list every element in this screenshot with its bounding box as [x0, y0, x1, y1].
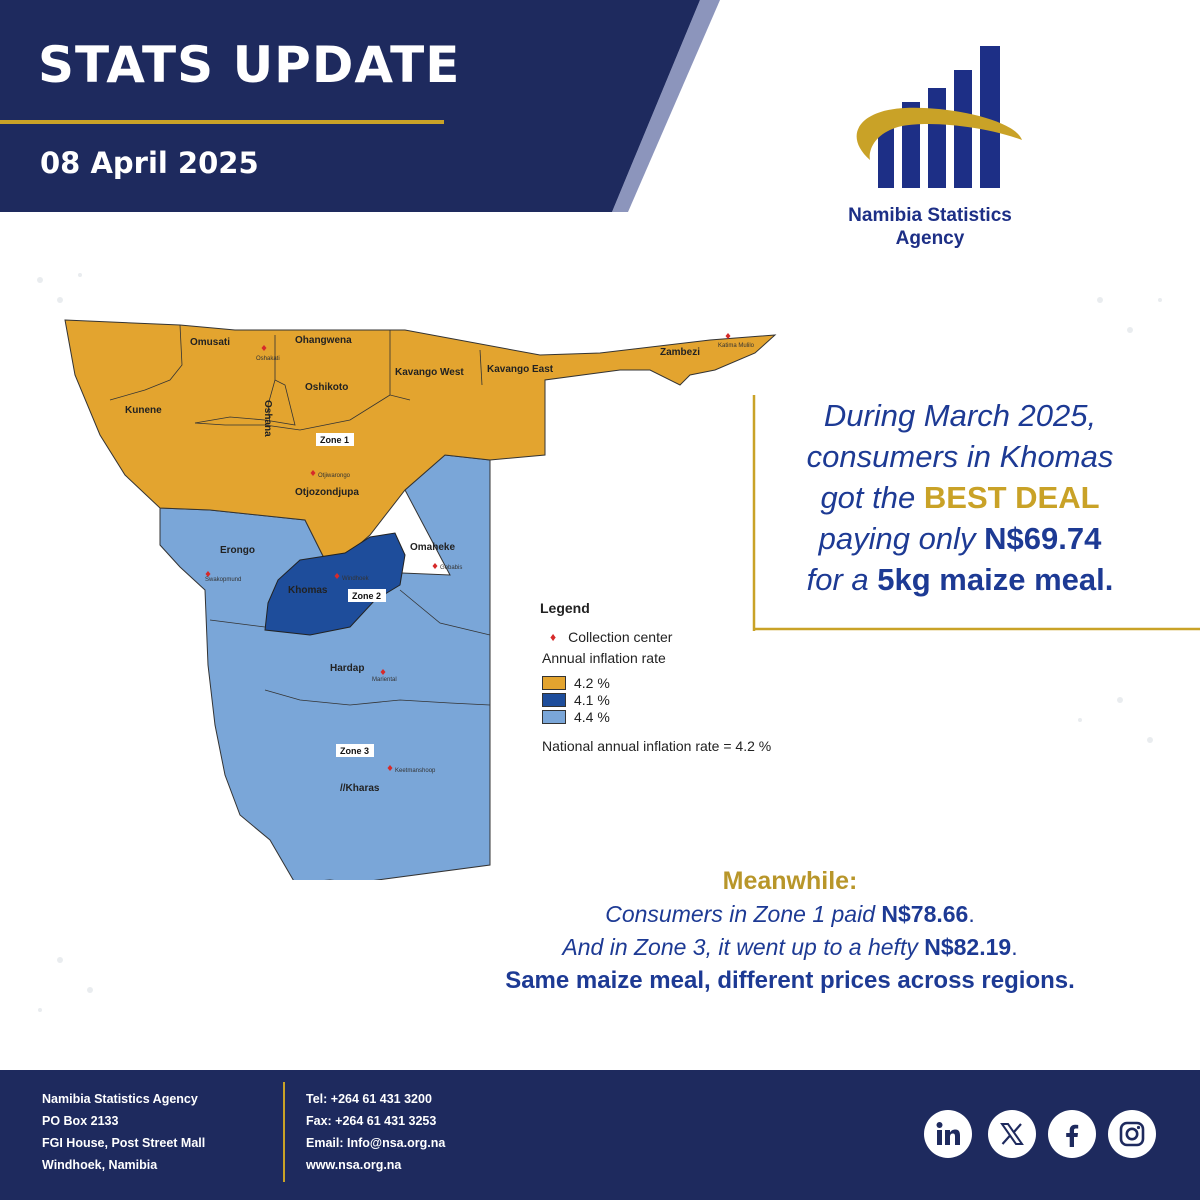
- center-marker-oshakati: [261, 345, 267, 351]
- center-marker-mariental: [380, 669, 386, 675]
- zone2-label: Zone 2: [352, 591, 381, 601]
- meanwhile-section: Meanwhile: Consumers in Zone 1 paid N$78…: [470, 865, 1110, 997]
- linkedin-icon[interactable]: [924, 1110, 972, 1158]
- national-inflation-rate: National annual inflation rate = 4.2 %: [542, 737, 772, 754]
- legend-swatch-zone3: [542, 709, 566, 724]
- legend-collection-center: ♦ Collection center: [550, 628, 673, 645]
- khomas-price: N$69.74: [984, 521, 1102, 556]
- footer-address: Namibia Statistics Agency PO Box 2133 FG…: [42, 1092, 206, 1172]
- omaheke-label: Omaheke: [410, 542, 455, 553]
- gobabis-label: Gobabis: [440, 565, 462, 571]
- map-legend: Legend ♦ Collection center Annual inflat…: [540, 600, 840, 754]
- zone1-label: Zone 1: [320, 435, 349, 445]
- zambezi-label: Zambezi: [660, 347, 700, 358]
- best-deal-callout: During March 2025, consumers in Khomas g…: [806, 398, 1114, 597]
- keetmanshoop-label: Keetmanshoop: [395, 768, 436, 774]
- swakopmund-label: Swakopmund: [205, 577, 241, 583]
- footer-contacts: Tel: +264 61 431 3200 Fax: +264 61 431 3…: [306, 1088, 445, 1176]
- legend-item-zone1: 4.2 %: [540, 674, 840, 691]
- center-marker-katima-mulilo: [725, 333, 731, 339]
- erongo-label: Erongo: [220, 545, 255, 556]
- kunene-label: Kunene: [125, 405, 162, 416]
- zone1-price: N$78.66: [881, 901, 969, 927]
- product-name: 5kg maize meal.: [877, 562, 1114, 597]
- center-marker-swakopmund: [205, 571, 211, 577]
- zone3-label: Zone 3: [340, 746, 369, 756]
- mariental-label: Mariental: [372, 677, 397, 683]
- kavango-east-label: Kavango East: [487, 364, 554, 375]
- legend-swatch-zone2: [542, 692, 566, 707]
- instagram-icon[interactable]: [1108, 1110, 1156, 1158]
- callout-frame: [752, 395, 1200, 631]
- x-icon[interactable]: [988, 1110, 1036, 1158]
- oshakati-label: Oshakati: [256, 356, 280, 362]
- oshana-label: Oshana: [262, 400, 273, 437]
- update-date: 08 April 2025: [40, 146, 259, 180]
- center-marker-otjiwarongo: [310, 470, 316, 476]
- center-marker-keetmanshoop: [387, 765, 393, 771]
- zone1-area: [64, 319, 777, 571]
- phone-number: Tel: +264 61 431 3200: [306, 1092, 432, 1106]
- facebook-icon[interactable]: [1048, 1110, 1096, 1158]
- footer-divider: [283, 1082, 285, 1182]
- center-marker-windhoek: [334, 573, 340, 579]
- agency-name: Namibia Statistics Agency: [848, 205, 1012, 249]
- zone3-price: N$82.19: [924, 934, 1012, 960]
- legend-swatch-zone1: [542, 675, 566, 690]
- otjiwarongo-label: Otjiwarongo: [318, 473, 351, 479]
- kharas-label: //Kharas: [340, 783, 380, 794]
- website-link[interactable]: www.nsa.org.na: [306, 1158, 402, 1172]
- khomas-label: Khomas: [288, 585, 328, 596]
- nsa-logo: [856, 46, 1022, 188]
- center-marker-gobabis: [432, 563, 438, 569]
- legend-item-zone3: 4.4 %: [540, 708, 840, 725]
- namibia-inflation-map: Omusati Ohangwena Oshana Oshikoto Kavang…: [64, 319, 777, 880]
- kavango-west-label: Kavango West: [395, 367, 464, 378]
- windhoek-label: Windhoek: [342, 576, 370, 582]
- page-title: STATS UPDATE: [38, 36, 461, 94]
- legend-rate-heading: Annual inflation rate: [542, 649, 666, 666]
- ohangwena-label: Ohangwena: [295, 335, 352, 346]
- collection-center-icon: ♦: [550, 629, 557, 644]
- meanwhile-title: Meanwhile:: [722, 867, 858, 895]
- katima-mulilo-label: Katima Mulilo: [718, 343, 755, 349]
- legend-title: Legend: [540, 600, 590, 616]
- omusati-label: Omusati: [190, 337, 230, 348]
- email-link[interactable]: Email: Info@nsa.org.na: [306, 1136, 446, 1150]
- best-deal-highlight: BEST DEAL: [923, 480, 1100, 515]
- oshikoto-label: Oshikoto: [305, 382, 348, 393]
- otjozondjupa-label: Otjozondjupa: [295, 487, 359, 498]
- hardap-label: Hardap: [330, 663, 364, 674]
- conclusion-text: Same maize meal, different prices across…: [505, 967, 1075, 994]
- legend-item-zone2: 4.1 %: [540, 691, 840, 708]
- fax-number: Fax: +264 61 431 3253: [306, 1114, 437, 1128]
